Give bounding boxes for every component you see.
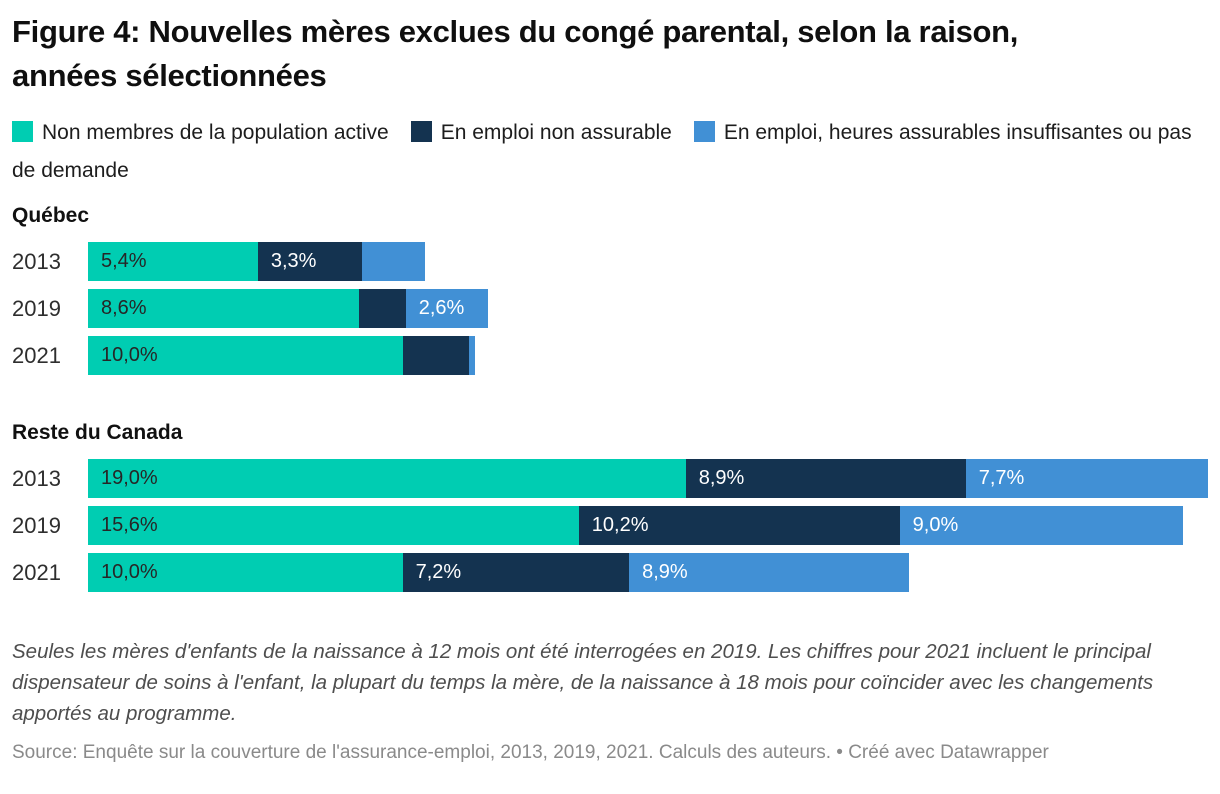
bar-row: 2021 10,0% 7,2% 8,9% xyxy=(12,553,1208,592)
bar-segment-series-2 xyxy=(361,242,425,281)
group-title: Reste du Canada xyxy=(12,421,183,444)
footnote: Seules les mères d'enfants de la naissan… xyxy=(12,640,1154,725)
bar-value-label: 9,0% xyxy=(912,514,959,536)
bar-segment-series-0: 5,4% xyxy=(88,242,258,281)
bar-group-quebec: Québec 2013 5,4% 3,3% 2019 8,6% 2,6% 2021 10,0% xyxy=(12,204,1208,375)
legend-label: En emploi non assurable xyxy=(440,121,672,144)
bar-rows: 2013 5,4% 3,3% 2019 8,6% 2,6% 2021 10,0% xyxy=(12,242,1208,375)
bar-segment-series-1: 7,2% xyxy=(402,553,630,592)
bar-value-label: 2,6% xyxy=(418,297,465,319)
legend-item-emploi-non-assurable: En emploi non assurable xyxy=(410,121,672,144)
bar-value-label: 10,2% xyxy=(591,514,649,536)
bar-value-label: 5,4% xyxy=(101,250,147,272)
bar-row: 2019 8,6% 2,6% xyxy=(12,289,1208,328)
bar-row: 2021 10,0% xyxy=(12,336,1208,375)
source-line: Source: Enquête sur la couverture de l'a… xyxy=(12,742,1049,763)
legend: Non membres de la population active En em… xyxy=(12,114,1208,190)
bar-track: 8,6% 2,6% xyxy=(88,289,1208,328)
bar-value-label: 10,0% xyxy=(101,344,158,366)
bar-segment-series-0: 19,0% xyxy=(88,459,686,498)
bar-track: 5,4% 3,3% xyxy=(88,242,1208,281)
year-label: 2021 xyxy=(12,342,61,368)
bar-value-label: 15,6% xyxy=(101,514,158,536)
bar-track: 10,0% xyxy=(88,336,1208,375)
bar-value-label: 8,9% xyxy=(642,561,688,583)
bar-segment-series-0: 15,6% xyxy=(88,506,579,545)
bar-track: 10,0% 7,2% 8,9% xyxy=(88,553,1208,592)
bar-value-label: 10,0% xyxy=(101,561,158,583)
legend-swatch-teal-icon xyxy=(12,121,33,142)
bar-segment-series-2: 7,7% xyxy=(965,459,1208,498)
bar-value-label: 8,9% xyxy=(698,467,745,489)
group-title: Québec xyxy=(12,204,90,227)
bar-row: 2019 15,6% 10,2% 9,0% xyxy=(12,506,1208,545)
bar-value-label: 3,3% xyxy=(270,250,317,272)
bar-segment-series-0: 10,0% xyxy=(88,553,403,592)
bar-segment-series-2: 9,0% xyxy=(899,506,1183,545)
bar-segment-series-0: 10,0% xyxy=(88,336,403,375)
bar-value-label: 8,6% xyxy=(101,297,147,319)
legend-item-non-membres: Non membres de la population active xyxy=(12,121,389,144)
year-label: 2021 xyxy=(12,559,61,585)
bar-segment-series-2: 8,9% xyxy=(629,553,910,592)
bar-value-label: 7,7% xyxy=(978,467,1025,489)
year-label: 2013 xyxy=(12,465,61,491)
bar-rows: 2013 19,0% 8,9% 7,7% 2019 15,6% 10,2% 9,0% 2021 1… xyxy=(12,459,1208,592)
bar-value-label: 7,2% xyxy=(415,561,462,583)
bar-row: 2013 19,0% 8,9% 7,7% xyxy=(12,459,1208,498)
bar-segment-series-1: 8,9% xyxy=(685,459,966,498)
year-label: 2019 xyxy=(12,295,61,321)
legend-swatch-navy-icon xyxy=(410,121,432,142)
bar-row: 2013 5,4% 3,3% xyxy=(12,242,1208,281)
bar-segment-series-0: 8,6% xyxy=(88,289,359,328)
bar-segment-series-2 xyxy=(468,336,475,375)
bar-group-reste-du-canada: Reste du Canada 2013 19,0% 8,9% 7,7% 2019 15,… xyxy=(12,421,1208,592)
legend-label: Non membres de la population active xyxy=(42,121,389,144)
bar-track: 19,0% 8,9% 7,7% xyxy=(88,459,1208,498)
bar-segment-series-2: 2,6% xyxy=(405,289,488,328)
bar-segment-series-1: 3,3% xyxy=(257,242,362,281)
chart-title: Figure 4: Nouvelles mères exclues du con… xyxy=(12,14,1019,93)
year-label: 2019 xyxy=(12,512,61,538)
bar-segment-series-1: 10,2% xyxy=(578,506,900,545)
legend-item-heures-insuffisantes: En emploi, heures assurables insuffisant… xyxy=(12,121,1192,182)
year-label: 2013 xyxy=(12,248,61,274)
bar-track: 15,6% 10,2% 9,0% xyxy=(88,506,1208,545)
bar-segment-series-1 xyxy=(358,289,406,328)
bar-value-label: 19,0% xyxy=(101,467,158,489)
legend-swatch-blue-icon xyxy=(693,121,715,142)
bar-segment-series-1 xyxy=(402,336,469,375)
legend-label: En emploi, heures assurables insuffisant… xyxy=(12,121,1192,182)
